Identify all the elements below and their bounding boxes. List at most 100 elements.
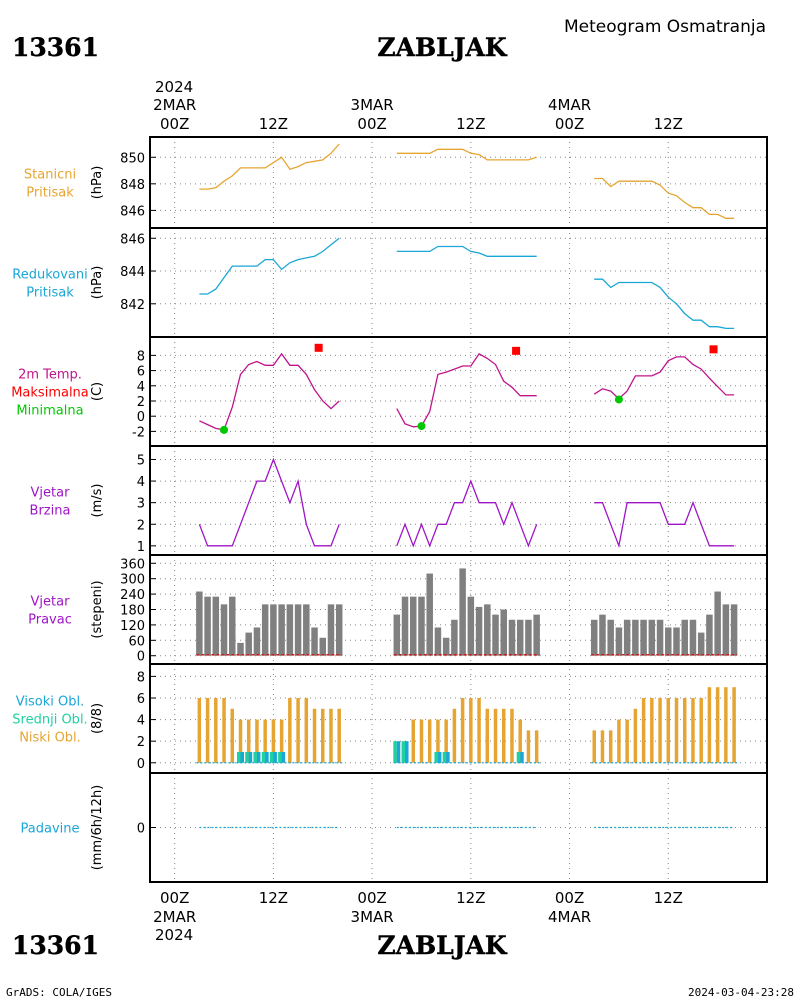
bottom-hour-label: 00Z: [160, 889, 189, 907]
wind-direction-bar: [278, 604, 285, 656]
cloud-mid-bar: [393, 741, 397, 763]
variable-label: Maksimalna: [11, 386, 89, 401]
cloud-high-bar: [405, 741, 409, 763]
panel-6: 0 2 4 6 8 (8/8) Visoki Obl. Srednji Obl. Niski O…: [12, 663, 768, 774]
bottom-hour-label: 12Z: [456, 889, 485, 907]
cloud-low-bar: [501, 708, 506, 763]
station-id-bottom: 13361: [12, 931, 99, 960]
y-tick-label: 6: [137, 365, 145, 380]
panel-4: 1 2 3 4 5 (m/s) Vjetar Brzina: [30, 445, 768, 556]
wind-direction-bar: [648, 619, 656, 656]
cloud-low-bar: [485, 708, 490, 763]
wind-direction-bar: [253, 627, 261, 656]
top-hour-label: 12Z: [456, 115, 485, 133]
y-tick-label: 180: [120, 604, 145, 619]
y-tick-label: 120: [120, 619, 145, 634]
bottom-hour-label: 12Z: [654, 889, 683, 907]
cloud-mid-bar: [261, 751, 266, 763]
cloud-low-bar: [707, 687, 712, 763]
top-time-axis: 00Z 12Z 00Z 12Z 00Z 12Z 2MAR 3MAR 4MAR: [153, 96, 683, 133]
wind-direction-bar: [673, 627, 680, 656]
series-line: [198, 457, 340, 547]
y-tick-label: 0: [137, 757, 145, 772]
cloud-low-bar: [263, 719, 267, 763]
wind-direction-bar: [229, 596, 236, 656]
panel-frame: [149, 336, 768, 447]
wind-direction-bar: [722, 604, 730, 656]
wind-direction-bar: [640, 619, 647, 656]
y-axis-label: (m/s): [90, 484, 105, 518]
min-temp-marker: [417, 422, 426, 431]
cloud-mid-bar: [245, 751, 249, 763]
footer-right: 2024-03-04-23:28: [688, 986, 794, 999]
cloud-low-bar: [197, 697, 202, 763]
wind-direction-bar: [459, 568, 466, 656]
cloud-low-bar: [666, 697, 671, 763]
cloud-low-bar: [238, 719, 243, 763]
wind-direction-bar: [730, 604, 738, 656]
top-date-label: 2MAR: [153, 96, 196, 114]
wind-direction-bar: [451, 619, 458, 656]
y-tick-label: 0: [137, 410, 145, 425]
y-tick-label: 850: [120, 151, 145, 166]
y-tick-label: 300: [120, 573, 145, 588]
cloud-high-bar: [520, 751, 524, 763]
footer-left: GrADS: COLA/IGES: [6, 986, 112, 999]
wind-direction-bar: [525, 619, 532, 656]
variable-label: Brzina: [30, 504, 71, 519]
cloud-high-bar: [437, 751, 442, 763]
y-axis-label: (hPa): [90, 266, 105, 300]
cloud-low-bar: [592, 730, 596, 763]
variable-label: Pravac: [28, 613, 72, 628]
cloud-low-bar: [230, 708, 235, 763]
cloud-mid-bar: [236, 751, 241, 763]
y-tick-label: 842: [120, 298, 145, 313]
wind-direction-bar: [590, 619, 598, 656]
wind-direction-bar: [689, 619, 697, 656]
cloud-low-bar: [518, 719, 522, 763]
cloud-mid-bar: [253, 751, 257, 763]
series-line: [594, 177, 735, 219]
variable-label: 2m Temp.: [18, 368, 82, 383]
cloud-mid-bar: [269, 751, 274, 763]
cloud-low-bar: [419, 719, 424, 763]
variable-label: Redukovani: [12, 268, 87, 283]
cloud-low-bar: [641, 697, 646, 763]
top-date-label: 3MAR: [351, 96, 394, 114]
cloud-mid-bar: [401, 741, 406, 763]
wind-direction-bar: [311, 627, 318, 656]
min-temp-marker: [614, 395, 623, 404]
series-line: [594, 500, 735, 549]
y-tick-label: 6: [137, 692, 145, 707]
wind-direction-bar: [623, 619, 631, 656]
variable-label: Vjetar: [31, 595, 71, 610]
bottom-hour-label: 00Z: [555, 889, 584, 907]
wind-direction-bar: [294, 604, 302, 656]
y-tick-label: 846: [120, 204, 145, 219]
cloud-low-bar: [304, 697, 309, 763]
cloud-low-bar: [699, 697, 703, 763]
wind-direction-bar: [204, 596, 211, 656]
variable-label: Stanicni: [24, 168, 76, 183]
cloud-low-bar: [255, 719, 259, 763]
cloud-low-bar: [732, 687, 736, 763]
cloud-low-bar: [682, 697, 687, 763]
cloud-low-bar: [633, 708, 638, 763]
cloud-low-bar: [452, 708, 457, 763]
cloud-high-bar: [240, 751, 244, 763]
cloud-low-bar: [510, 708, 514, 763]
wind-direction-bar: [434, 627, 442, 656]
cloud-low-bar: [477, 697, 481, 763]
wind-direction-bar: [319, 637, 327, 656]
top-hour-label: 12Z: [654, 115, 683, 133]
cloud-low-bar: [427, 719, 432, 763]
cloud-low-bar: [650, 697, 654, 763]
y-axis-label: (stepeni): [90, 580, 105, 638]
cloud-high-bar: [256, 751, 261, 763]
cloud-low-bar: [214, 697, 218, 763]
cloud-low-bar: [534, 730, 539, 763]
cloud-high-bar: [273, 751, 277, 763]
max-temp-marker: [709, 345, 718, 354]
product-title: Meteogram Osmatranja: [564, 17, 766, 37]
